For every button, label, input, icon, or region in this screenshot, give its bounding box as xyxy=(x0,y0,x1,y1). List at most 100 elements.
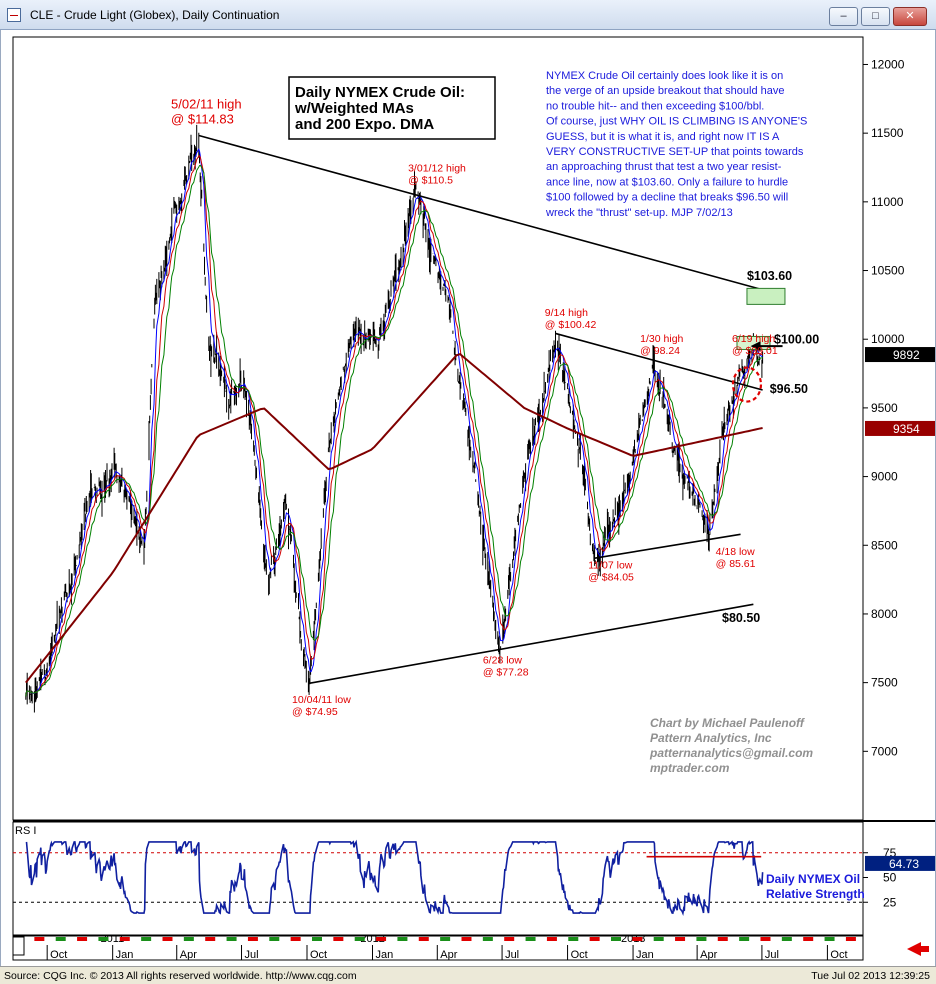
year-label: 2012 xyxy=(360,933,384,945)
rsi-tick-label: 50 xyxy=(883,871,897,885)
y-tick-label: 12000 xyxy=(871,57,905,71)
rsi-line xyxy=(25,839,764,916)
session-strip-segment xyxy=(55,937,66,941)
session-strip-segment xyxy=(119,937,130,941)
month-label: Jul xyxy=(245,949,259,961)
annotation-label: 6/19 high @ $99.01 xyxy=(732,333,778,357)
scroll-left-arrow-icon[interactable] xyxy=(907,942,929,956)
session-strip-segment xyxy=(675,937,686,941)
annotation-label: 6/28 low @ $77.28 xyxy=(483,654,529,678)
target-box-103 xyxy=(746,287,786,305)
month-label: Jul xyxy=(505,949,519,961)
session-strip-segment xyxy=(781,937,792,941)
year-label: 2011 xyxy=(101,933,125,945)
chart-credit: Chart by Michael Paulenoff Pattern Analyt… xyxy=(649,716,813,775)
trendline-1[interactable] xyxy=(198,134,763,291)
breakout-circle xyxy=(731,366,763,403)
session-strip-segment xyxy=(739,937,750,941)
month-label: Jul xyxy=(765,949,779,961)
session-strip-segment xyxy=(589,937,600,941)
annotation-label: 9/14 high @ $100.42 xyxy=(545,307,597,331)
session-strip-segment xyxy=(568,937,579,941)
session-strip-segment xyxy=(653,937,664,941)
annotation-label: 5/02/11 high @ $114.83 xyxy=(171,96,242,126)
session-strip-segment xyxy=(183,937,194,941)
level-label: $80.50 xyxy=(722,611,760,625)
session-strip-segment xyxy=(504,937,515,941)
commentary-text: NYMEX Crude Oil certainly does look like… xyxy=(545,70,807,219)
rsi-value-flag xyxy=(865,855,935,871)
trendline-3[interactable] xyxy=(309,603,754,685)
app-chart-icon[interactable] xyxy=(7,8,21,22)
month-label: Oct xyxy=(310,949,327,961)
session-strip-segment xyxy=(632,937,643,941)
ema-value-label: 9354 xyxy=(893,422,920,436)
month-label: Oct xyxy=(571,949,588,961)
maximize-button[interactable]: □ xyxy=(861,7,890,26)
y-tick-label: 9000 xyxy=(871,470,898,484)
y-tick-label: 8500 xyxy=(871,538,898,552)
session-strip-segment xyxy=(354,937,365,941)
last-price-label: 9892 xyxy=(893,348,920,362)
minimize-button[interactable]: – xyxy=(829,7,858,26)
session-strip-segment xyxy=(525,937,536,941)
month-label: Jan xyxy=(636,949,654,961)
status-footer: Source: CQG Inc. © 2013 All rights reser… xyxy=(0,966,936,984)
source-credit: Source: CQG Inc. © 2013 All rights reser… xyxy=(4,970,357,982)
session-strip-segment xyxy=(440,937,451,941)
y-tick-label: 8000 xyxy=(871,607,898,621)
session-strip-segment xyxy=(461,937,472,941)
rsi-value-label: 64.73 xyxy=(889,857,919,871)
month-label: Jan xyxy=(376,949,394,961)
session-strip-segment xyxy=(546,937,557,941)
month-label: Oct xyxy=(830,949,847,961)
level-label: $100.00 xyxy=(774,332,819,346)
month-label: Apr xyxy=(700,949,717,961)
price-chart[interactable]: 12000 11500 11000 10500 10000 9500 9000 8500 800… xyxy=(1,30,935,966)
level-label: $103.60 xyxy=(747,269,792,283)
session-strip-segment xyxy=(482,937,493,941)
session-strip-segment xyxy=(397,937,408,941)
session-strip-segment xyxy=(717,937,728,941)
last-price-flag xyxy=(865,347,935,363)
session-strip-segment xyxy=(269,937,280,941)
y-tick-label: 11000 xyxy=(871,195,904,209)
rsi-tick-label: 25 xyxy=(883,895,897,909)
month-label: Oct xyxy=(50,949,67,961)
y-tick-label: 9500 xyxy=(871,401,898,415)
time-axis xyxy=(12,935,864,961)
y-tick-label: 7500 xyxy=(871,676,898,690)
session-strip-segment xyxy=(311,937,322,941)
pointer-arrow-head xyxy=(750,341,761,352)
session-strip-segment xyxy=(141,937,152,941)
trendline-4[interactable] xyxy=(593,533,741,560)
close-button[interactable]: ✕ xyxy=(893,7,927,26)
session-strip-segment xyxy=(803,937,814,941)
window-title-bar[interactable]: CLE - Crude Light (Globex), Daily Contin… xyxy=(0,0,936,30)
session-strip-segment xyxy=(247,937,258,941)
ema-value-flag xyxy=(865,420,935,436)
trendline-2[interactable] xyxy=(555,332,763,391)
session-strip-segment xyxy=(376,937,387,941)
session-strip-segment xyxy=(226,937,237,941)
annotation-label: 10/04/11 low @ $74.95 xyxy=(292,694,351,718)
annotation-label: 4/18 low @ 85.61 xyxy=(716,546,756,570)
month-label: Apr xyxy=(440,949,457,961)
annotation-label: 3/01/12 high @ $110.5 xyxy=(408,163,466,187)
scroll-thumb[interactable] xyxy=(12,936,25,956)
session-strip-segment xyxy=(98,937,109,941)
rsi-panel[interactable] xyxy=(12,821,864,936)
chart-title: Daily NYMEX Crude Oil: w/Weighted MAs and … xyxy=(294,84,465,133)
y-tick-label: 7000 xyxy=(871,744,898,758)
y-tick-label: 10500 xyxy=(871,264,905,278)
session-strip-segment xyxy=(205,937,216,941)
session-strip-segment xyxy=(418,937,429,941)
session-strip-segment xyxy=(760,937,771,941)
session-strip-segment xyxy=(610,937,621,941)
rsi-label: RS I xyxy=(15,825,36,837)
ema200-line xyxy=(25,352,763,684)
annotation-label: 11/07 low @ $84.05 xyxy=(588,560,634,584)
session-strip-segment xyxy=(824,937,835,941)
session-strip-segment xyxy=(34,937,45,941)
month-label: Apr xyxy=(180,949,197,961)
